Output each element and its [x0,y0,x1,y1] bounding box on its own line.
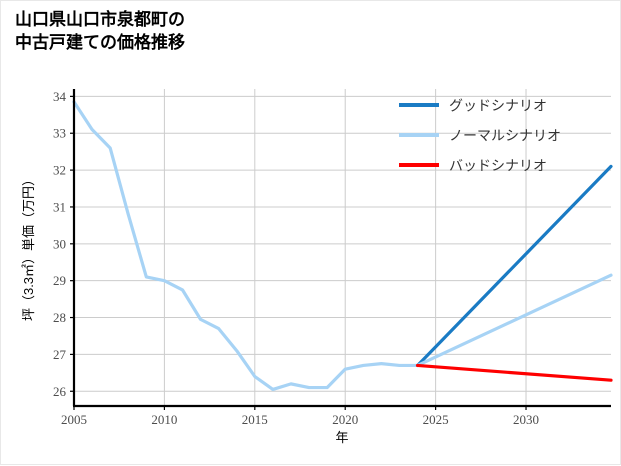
y-tick-label: 32 [53,163,66,178]
page-title: 山口県山口市泉都町の 中古戸建ての価格推移 [15,10,185,52]
data-series-layer [72,100,613,392]
x-tick-label: 2020 [332,412,358,427]
x-tick-label: 2005 [61,412,87,427]
legend-label: グッドシナリオ [449,99,547,115]
y-tick-label: 33 [53,126,66,141]
series-line [415,164,613,368]
legend-label: バッドシナリオ [449,160,547,175]
y-tick-label: 26 [53,384,67,399]
x-tick-label: 2010 [151,412,177,427]
series-line [415,273,613,368]
y-tick-label: 28 [53,310,66,325]
x-axis-title: 年 [335,430,348,445]
legend-label: ノーマルシナリオ [449,130,561,145]
y-tick-label: 34 [53,89,67,104]
y-axis-title: 坪（3.3㎡）単価（万円） [21,173,36,321]
series-line [72,100,420,392]
axis-lines [72,89,611,408]
series-line [415,363,613,382]
x-tick-label: 2025 [423,412,449,427]
x-axis-ticks: 2005 2010 2015 2020 2025 2030 [61,406,539,427]
y-tick-label: 29 [53,273,66,288]
x-tick-label: 2030 [513,412,539,427]
y-tick-label: 31 [53,199,66,214]
y-tick-label: 30 [53,236,66,251]
y-tick-label: 27 [53,347,67,362]
x-tick-label: 2015 [242,412,268,427]
y-axis-ticks: 26 27 28 29 30 31 32 33 34 [53,89,74,399]
